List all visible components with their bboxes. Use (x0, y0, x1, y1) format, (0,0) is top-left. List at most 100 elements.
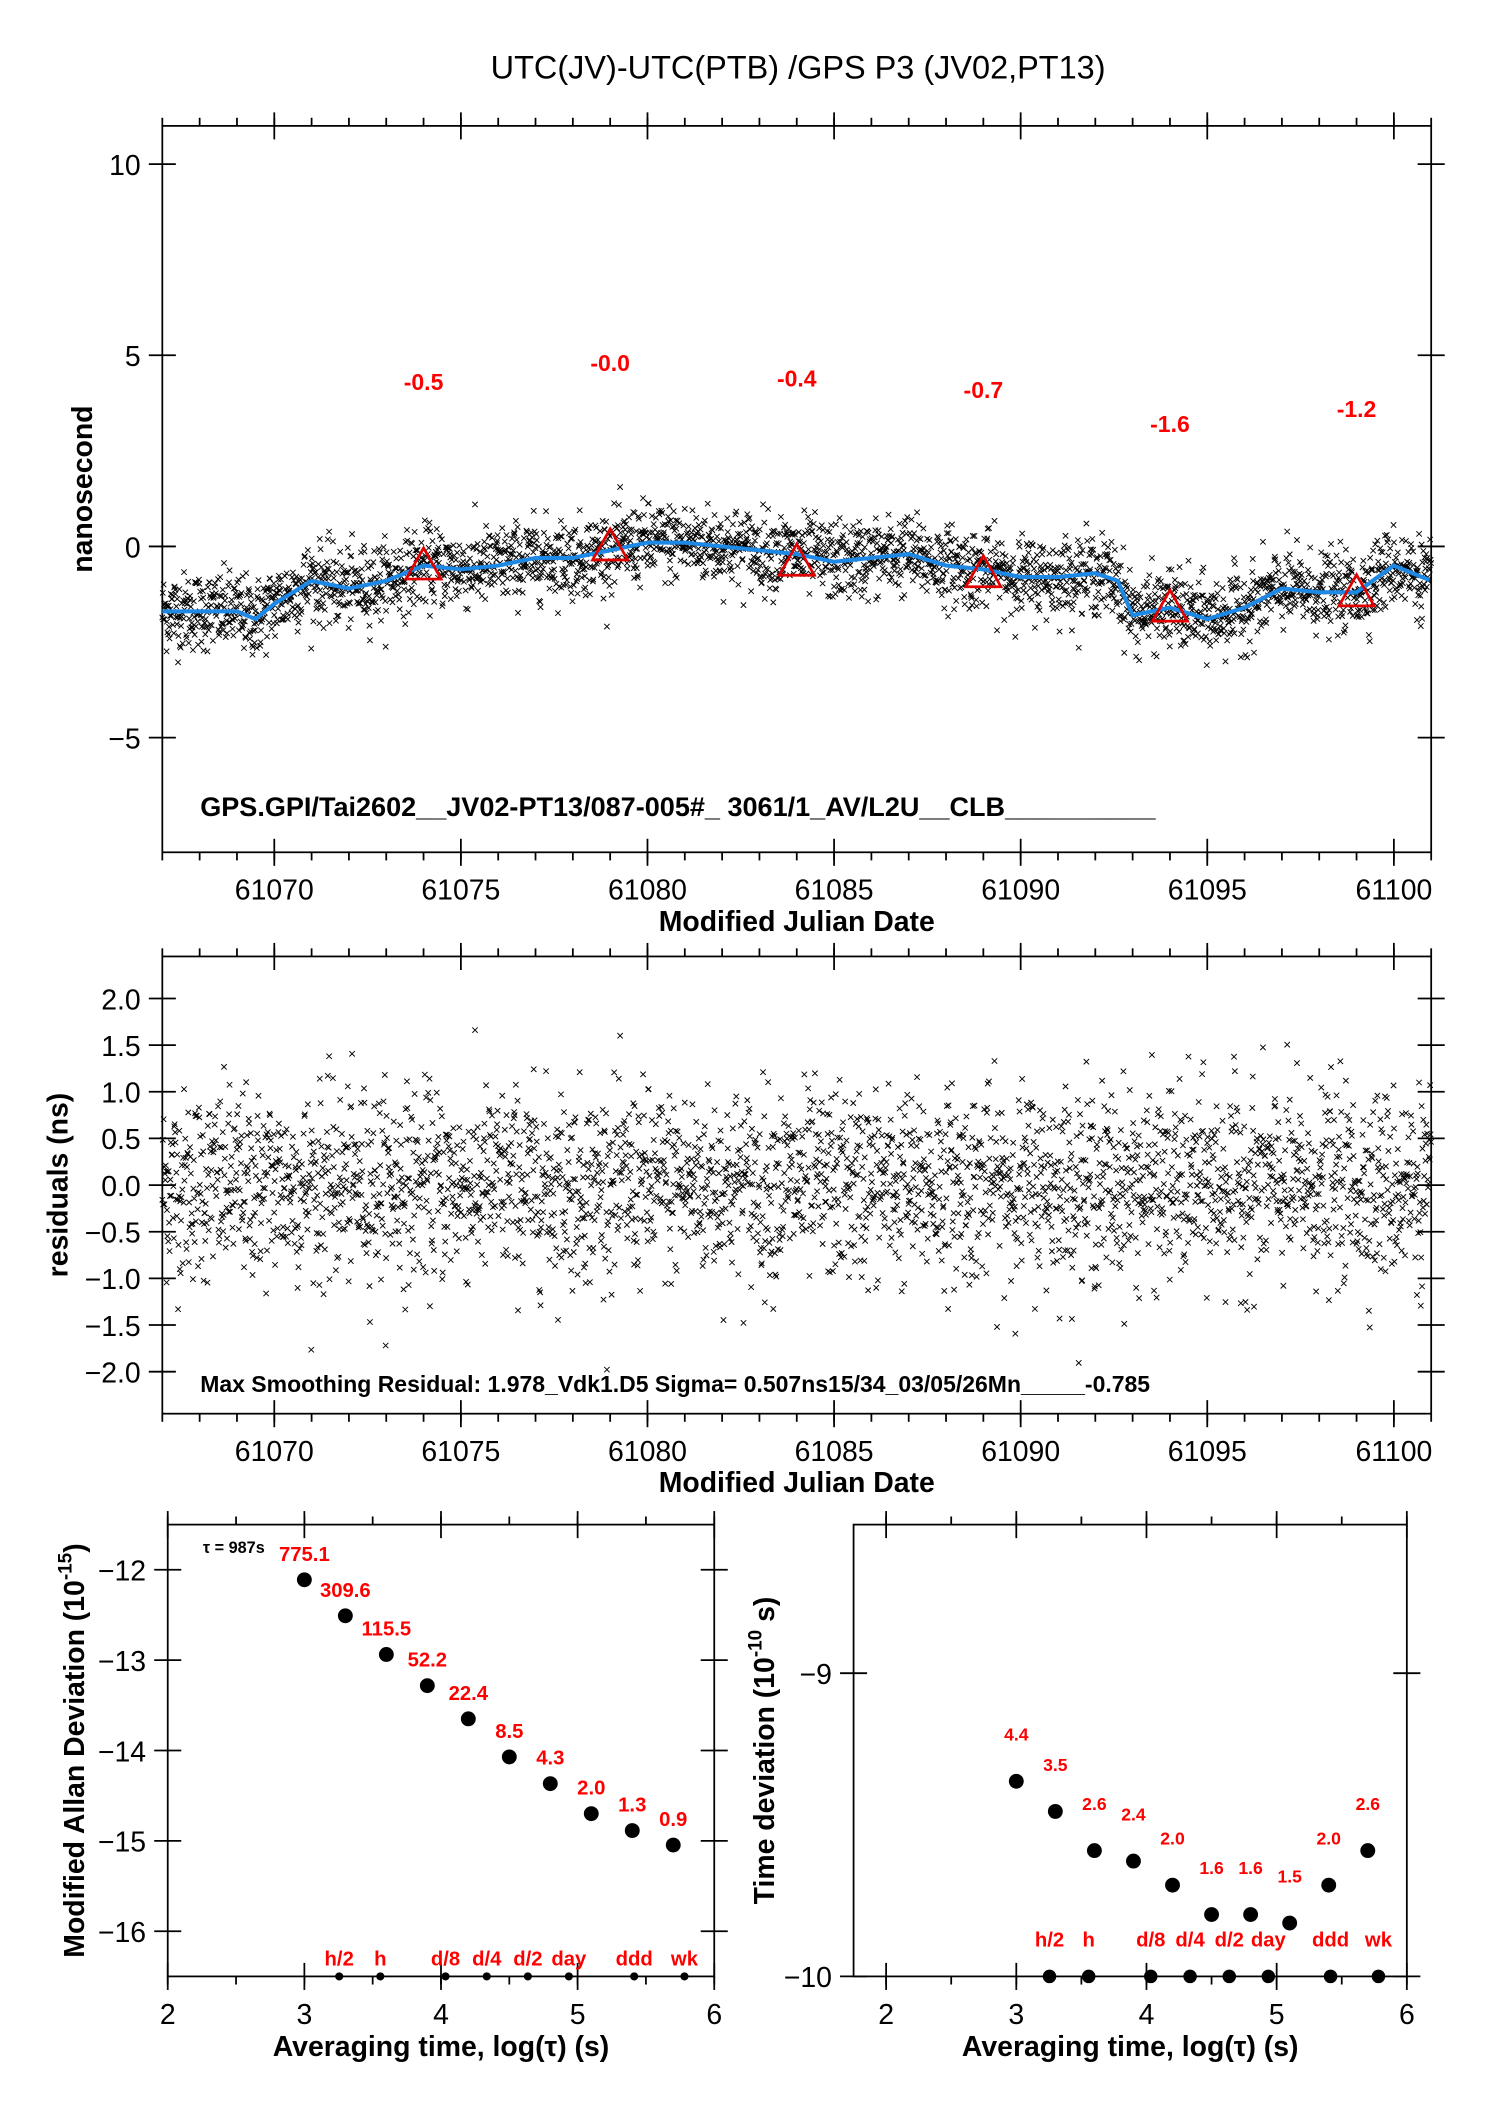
residual-point (348, 1103, 355, 1110)
residual-point (771, 1132, 778, 1139)
residual-point (423, 1094, 430, 1101)
data-point (1212, 619, 1219, 626)
residual-point (325, 1144, 332, 1151)
residual-point (868, 1179, 876, 1186)
residual-point (416, 1195, 423, 1202)
data-point (1250, 649, 1258, 656)
residual-point (735, 1177, 742, 1184)
data-point (664, 521, 671, 528)
residual-point (240, 1198, 247, 1206)
residual-point (799, 1133, 806, 1140)
residual-point (823, 1175, 830, 1182)
data-point (1279, 613, 1286, 620)
residual-point (385, 1149, 392, 1156)
residual-point (631, 1103, 638, 1110)
data-point (1333, 552, 1340, 559)
residual-point (753, 1214, 760, 1221)
data-point (373, 592, 380, 599)
data-point (1135, 590, 1142, 597)
data-point (572, 526, 579, 533)
residual-point (566, 1121, 573, 1129)
residual-point (396, 1264, 403, 1271)
data-point (570, 582, 577, 589)
data-point (257, 639, 264, 646)
residual-point (258, 1146, 265, 1153)
residual-point (678, 1173, 685, 1180)
data-point (1323, 570, 1330, 577)
residual-point (400, 1220, 408, 1227)
data-point (469, 582, 476, 589)
data-point (489, 572, 496, 579)
data-point (897, 566, 904, 573)
x-tick-label: 61095 (1168, 875, 1247, 907)
data-point (1043, 617, 1050, 624)
residual-point (473, 1136, 480, 1143)
residual-point (831, 1164, 838, 1171)
data-point (931, 564, 938, 571)
data-point (1288, 592, 1295, 599)
residual-point (611, 1069, 618, 1076)
data-point (697, 526, 704, 533)
x-tick-label: 61100 (1355, 875, 1432, 907)
residual-point (696, 1221, 703, 1228)
residual-point (886, 1242, 893, 1249)
residual-point (883, 1158, 890, 1166)
data-point (245, 586, 252, 593)
data-point (1057, 564, 1064, 571)
residual-point (892, 1249, 899, 1256)
residual-point (250, 1212, 257, 1220)
data-point (973, 603, 980, 610)
residual-point (583, 1120, 590, 1127)
residual-point (828, 1129, 835, 1136)
residual-point (865, 1190, 873, 1198)
residual-point (310, 1280, 317, 1287)
residual-point (312, 1158, 319, 1165)
data-point (1071, 586, 1078, 593)
residual-point (273, 1147, 280, 1154)
residual-point (223, 1235, 231, 1242)
data-point (271, 612, 278, 619)
residual-point (596, 1159, 603, 1167)
residual-point (176, 1127, 183, 1134)
residual-point (584, 1159, 591, 1166)
data-point (1146, 572, 1153, 579)
residual-point (461, 1176, 468, 1183)
residual-point (499, 1226, 506, 1233)
residual-point (179, 1260, 186, 1267)
data-point (1042, 561, 1049, 568)
data-point (390, 548, 397, 555)
residual-point (232, 1199, 239, 1206)
data-point (626, 526, 633, 533)
residual-point (169, 1214, 177, 1221)
data-point (688, 529, 695, 536)
data-point (199, 587, 206, 594)
residual-point (452, 1160, 459, 1167)
residual-point (480, 1213, 487, 1220)
data-point (951, 584, 958, 591)
x-tick-label: 61085 (795, 875, 874, 907)
residual-point (298, 1242, 305, 1249)
data-point (813, 544, 820, 551)
residual-point (491, 1221, 498, 1228)
residual-point (185, 1109, 192, 1116)
residual-point (221, 1155, 228, 1162)
residual-point (827, 1204, 834, 1211)
data-point (873, 596, 880, 603)
residual-point (373, 1212, 380, 1219)
residual-point (570, 1175, 577, 1183)
residual-point (574, 1271, 581, 1278)
residual-point (247, 1216, 254, 1224)
residual-point (250, 1154, 257, 1161)
residual-point (257, 1220, 265, 1227)
residual-point (585, 1166, 592, 1173)
data-point (1130, 586, 1137, 593)
residual-point (383, 1112, 390, 1119)
data-point (206, 579, 213, 586)
data-point (1400, 571, 1407, 578)
data-point (365, 564, 372, 572)
residual-point (820, 1212, 827, 1219)
data-point (832, 590, 839, 598)
data-point (597, 527, 604, 535)
residual-point (159, 1196, 166, 1203)
residual-point (894, 1202, 901, 1209)
